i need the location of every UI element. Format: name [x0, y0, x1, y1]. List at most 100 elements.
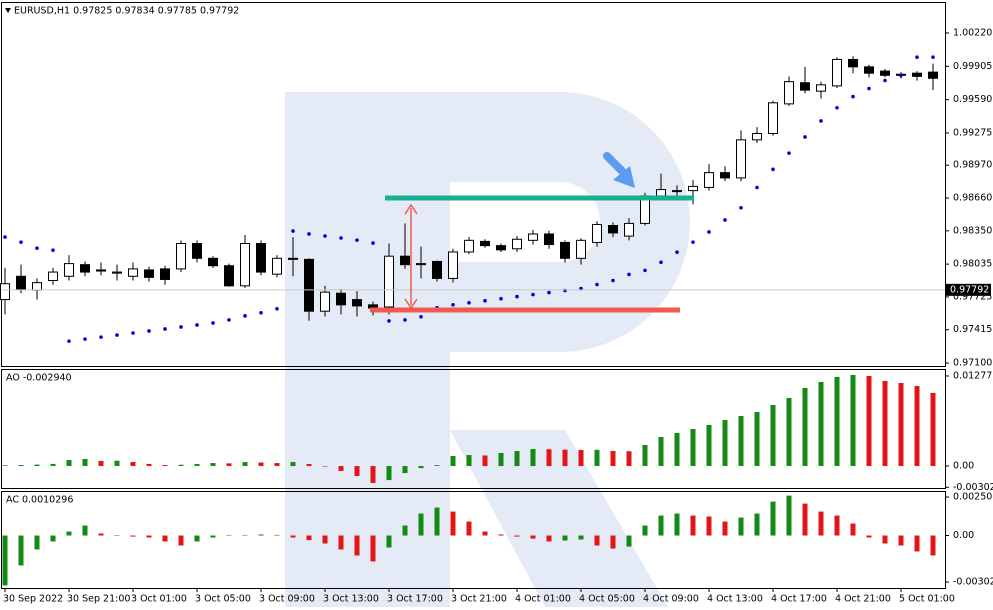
- candle-body: [192, 243, 202, 259]
- psar-dot: [595, 282, 599, 287]
- panel-title: AC 0.0010296: [6, 495, 73, 506]
- histogram-bar: [290, 535, 296, 538]
- histogram-bar: [882, 380, 888, 467]
- psar-dot: [323, 234, 327, 238]
- candle-body: [448, 251, 458, 279]
- candle-body: [688, 185, 698, 192]
- histogram-bar: [370, 466, 376, 483]
- time-label: 3 Oct 21:00: [451, 594, 507, 605]
- y-tick-label: 0.99905: [953, 61, 992, 72]
- histogram-bar: [722, 420, 728, 467]
- y-tick-label: 0.99275: [953, 127, 992, 138]
- candle-body: [880, 70, 890, 76]
- main-panel: [1, 2, 946, 367]
- psar-dot: [675, 250, 679, 254]
- candle-body: [480, 240, 490, 247]
- histogram-bar: [786, 495, 792, 536]
- psar-dot: [483, 298, 487, 303]
- histogram-bar: [466, 521, 472, 536]
- psar-dot: [835, 105, 839, 110]
- histogram-bar: [914, 535, 920, 552]
- histogram-bar: [690, 429, 696, 467]
- psar-dot: [83, 337, 87, 341]
- candle-body: [336, 292, 346, 306]
- candle-body: [416, 263, 426, 266]
- candle-body: [672, 190, 682, 193]
- psar-dot: [883, 78, 887, 83]
- histogram-bar: [274, 534, 280, 536]
- candle-body: [0, 283, 10, 301]
- histogram-bar: [82, 458, 88, 467]
- psar-dot: [755, 185, 759, 190]
- candle-body: [224, 265, 234, 287]
- psar-dot: [787, 151, 791, 155]
- psar-dot: [147, 329, 151, 333]
- histogram-bar: [98, 533, 104, 536]
- psar-dot: [803, 135, 807, 139]
- histogram-bar: [114, 535, 120, 536]
- psar-dot: [915, 55, 919, 60]
- annotations: [5, 8, 694, 313]
- panel-title: AO -0.002940: [6, 373, 72, 384]
- psar-dot: [419, 315, 423, 319]
- histogram-bar: [194, 464, 200, 467]
- histogram-bar: [658, 436, 664, 467]
- histogram-bar: [66, 531, 72, 536]
- psar-dot: [691, 240, 695, 244]
- candle-body: [704, 172, 714, 188]
- y-tick-label: 0.97100: [953, 358, 992, 369]
- candle-body: [864, 66, 874, 74]
- histogram-bar: [482, 531, 488, 536]
- psar-dot: [67, 339, 71, 343]
- pointer-arrow: [603, 152, 626, 175]
- histogram-bar: [482, 455, 488, 467]
- histogram-bar: [834, 515, 840, 536]
- candle-body: [912, 72, 922, 77]
- ao-panel: [1, 369, 946, 489]
- y-tick-label: 0.00: [953, 530, 974, 541]
- histogram-bar: [418, 513, 424, 536]
- histogram-bar: [674, 432, 680, 467]
- time-label: 3 Oct 01:00: [131, 594, 187, 605]
- histogram-bar: [66, 460, 72, 467]
- range-arrow-heads: [404, 203, 418, 310]
- psar-dot: [867, 86, 871, 91]
- histogram-bar: [802, 503, 808, 536]
- histogram-bar: [626, 451, 632, 467]
- candle-body: [384, 255, 394, 308]
- histogram-bar: [18, 465, 24, 467]
- candle-body: [656, 189, 666, 197]
- histogram-bar: [18, 535, 24, 566]
- candle-body: [240, 243, 250, 287]
- current-price-box: [946, 283, 991, 296]
- time-label: 3 Oct 13:00: [323, 594, 379, 605]
- watermark-stem: [285, 92, 450, 607]
- candle-body: [576, 239, 586, 259]
- histogram-bar: [258, 534, 264, 536]
- histogram-bar: [114, 460, 120, 467]
- psar-dot: [531, 292, 535, 297]
- histogram-bar: [930, 535, 936, 556]
- histogram-bar: [834, 376, 840, 467]
- histogram-bar: [690, 515, 696, 536]
- psar-dot: [355, 238, 359, 242]
- candle-body: [288, 257, 298, 260]
- psar-dot: [851, 94, 855, 99]
- psar-dot: [19, 240, 23, 244]
- time-label: 5 Oct 01:00: [899, 594, 955, 605]
- histogram-bar: [706, 516, 712, 536]
- psar-dot: [899, 73, 903, 78]
- histogram-bar: [210, 463, 216, 467]
- candle-body: [608, 225, 618, 234]
- panel-title: EURUSD,H1 0.97825 0.97834 0.97785 0.9779…: [14, 6, 239, 17]
- candle-body: [560, 241, 570, 259]
- candle-body: [512, 238, 522, 250]
- candle-body: [928, 71, 938, 79]
- candle-body: [624, 222, 634, 237]
- watermark-leg: [450, 430, 668, 607]
- histogram-bar: [242, 462, 248, 467]
- y-tick-label: 0.98350: [953, 225, 992, 236]
- y-tick-label: 0.99590: [953, 94, 992, 105]
- y-tick-label: 0.97415: [953, 324, 992, 335]
